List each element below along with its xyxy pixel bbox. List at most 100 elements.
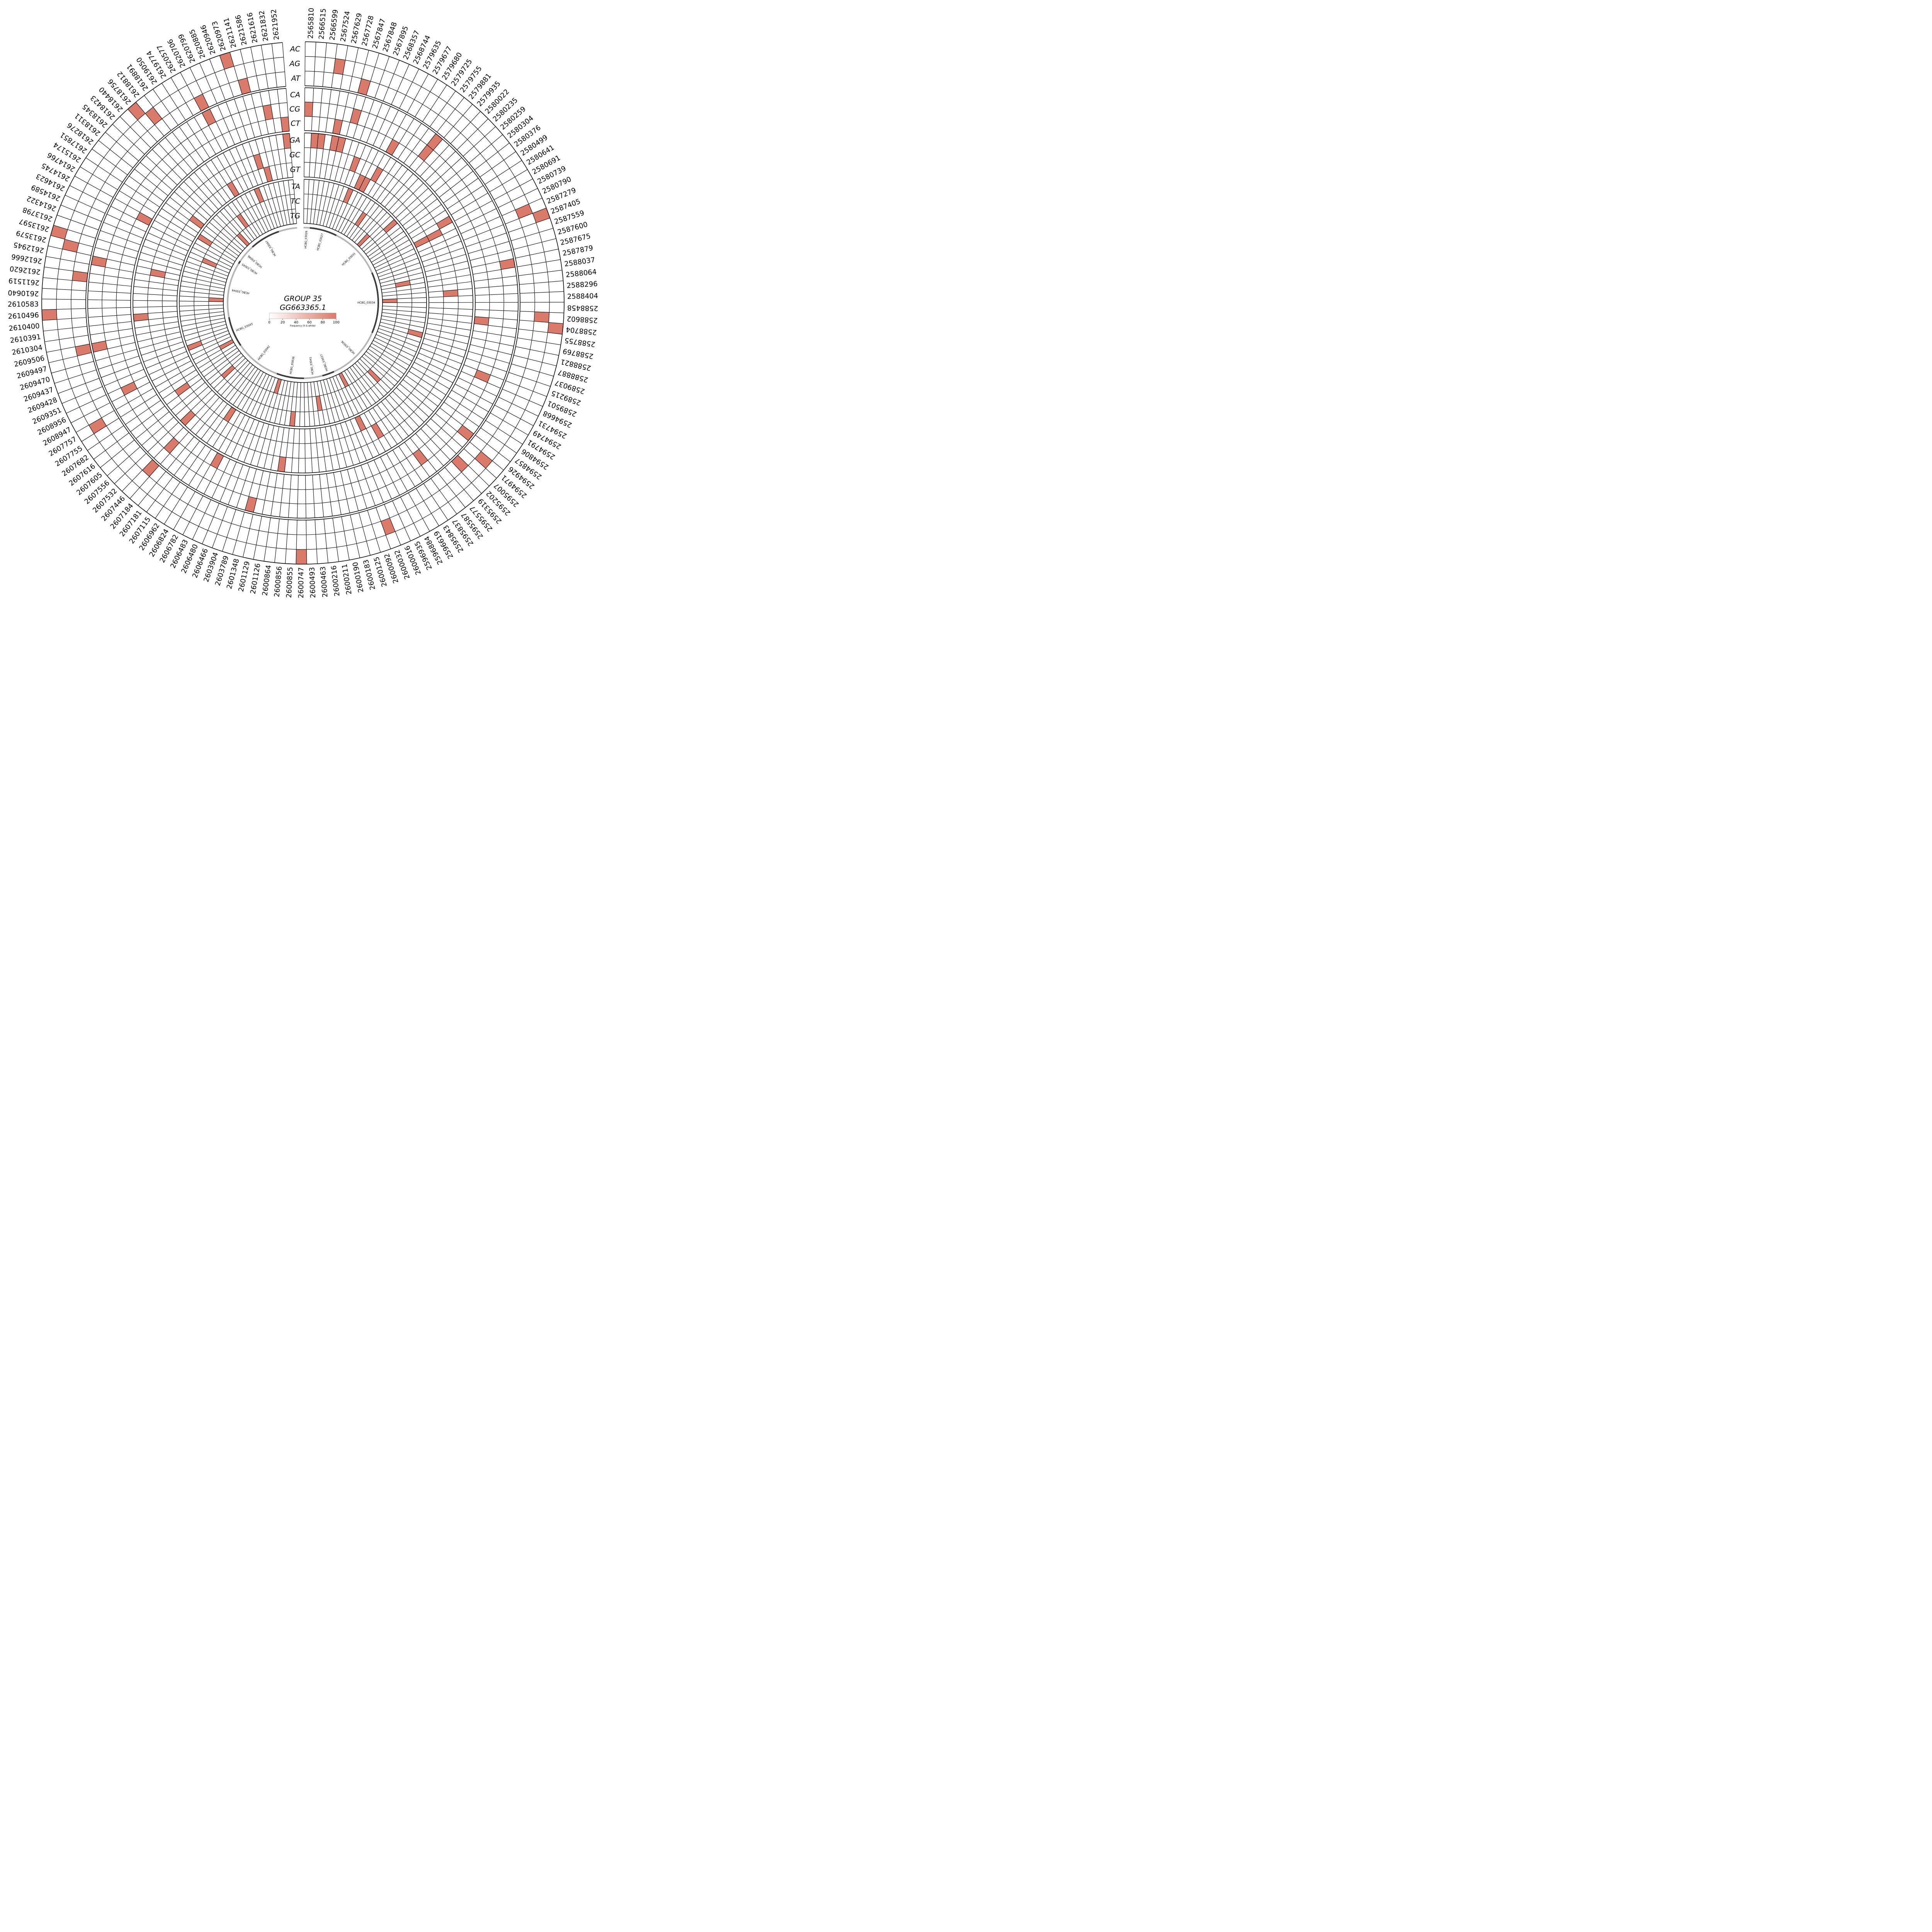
ring-arc <box>130 130 476 476</box>
colorbar-gradient <box>269 313 337 319</box>
position-label: 2621952 <box>270 9 281 41</box>
gene-label: HCBG_03047 <box>265 240 277 257</box>
heatmap-cell <box>443 289 458 297</box>
position-label: 2588037 <box>564 256 595 268</box>
heatmap-cell <box>42 309 57 321</box>
heatmap-cell <box>296 549 307 564</box>
gene-segment <box>310 227 337 236</box>
gene-segment <box>279 227 297 233</box>
heatmap-cell <box>413 449 428 466</box>
ring-arc <box>133 133 473 473</box>
gene-segment <box>240 246 253 262</box>
colorbar-caption: Frequency (0 is white) <box>290 325 315 327</box>
heatmap-cell <box>187 340 202 351</box>
position-label: 2588404 <box>567 292 599 301</box>
heatmap-cell <box>121 382 137 395</box>
heatmap-cell <box>277 456 286 472</box>
position-label: 2612666 <box>11 252 43 265</box>
gene-label: HCBG_03036 <box>340 340 355 355</box>
colorbar-ticks: 0 20 40 60 80 100 <box>268 319 340 325</box>
colorbar-tick-label: 0 <box>268 321 270 325</box>
ring-arc <box>208 208 398 398</box>
ring-spokes <box>88 88 519 518</box>
ring-arc <box>194 194 412 412</box>
position-label: 2588458 <box>567 304 599 312</box>
ring-arc <box>85 85 520 520</box>
gene-segment <box>371 272 379 333</box>
heatmap-cell <box>75 344 92 356</box>
gene-label: HCBG_03045 <box>241 263 258 275</box>
colorbar-tick-label: 40 <box>294 321 298 325</box>
row-label: AG <box>289 60 300 68</box>
row-labels: AC AG AT CA CG CT GA GC GT TA TC TG <box>289 45 301 220</box>
position-label: 2600747 <box>297 567 305 598</box>
heatmap-cell <box>194 94 209 111</box>
heatmap-cell <box>253 154 264 170</box>
ring-spokes <box>42 42 565 564</box>
heatmap-cell <box>332 119 343 135</box>
heatmap-cell <box>142 459 159 477</box>
position-label: 2610496 <box>8 311 39 321</box>
gene-segment <box>304 375 323 379</box>
gene-label: HCBG_03044 <box>231 289 250 295</box>
heatmap-cell <box>209 298 224 302</box>
heatmap-cell <box>145 107 162 125</box>
gene-segment <box>240 345 277 374</box>
heatmap-cell <box>474 451 493 469</box>
row-label: CT <box>291 119 301 128</box>
heatmap-cell <box>355 212 367 227</box>
heatmap-cell <box>338 372 349 388</box>
row-label: CG <box>289 105 300 114</box>
heatmap-cell <box>163 437 179 454</box>
heatmap-cell <box>175 382 190 396</box>
position-label: 2600211 <box>340 563 353 595</box>
heatmap-cell <box>72 271 88 282</box>
gene-segment <box>238 260 241 264</box>
heatmap-cell <box>221 365 235 379</box>
heatmap-cell <box>436 216 453 229</box>
heatmap-cell <box>382 299 397 303</box>
gene-label: HCBG_03031 <box>341 252 356 267</box>
heatmap-cell <box>418 145 434 161</box>
position-label: 2566599 <box>328 9 340 41</box>
heatmap-cell <box>354 174 366 190</box>
ring-arc <box>56 56 550 550</box>
ring-arc <box>179 179 427 427</box>
colorbar-tick-label: 80 <box>321 321 325 325</box>
gene-segment <box>227 263 240 318</box>
position-label: 2601126 <box>249 563 262 595</box>
heatmap-cell <box>128 102 145 120</box>
position-label: 2588755 <box>564 336 596 349</box>
position-label: 2600855 <box>285 567 294 598</box>
heatmap-cell <box>367 369 381 383</box>
ring-arc <box>71 71 535 535</box>
position-label: 2612620 <box>9 264 41 276</box>
heatmap-cell <box>548 322 563 335</box>
gene-segment <box>228 317 242 346</box>
heatmap-cell <box>238 78 251 95</box>
circular-heatmap: 2565810 2566515 25665992567524256762925677… <box>8 8 599 598</box>
position-label: 2588602 <box>566 315 598 325</box>
heatmap-cell <box>289 411 296 427</box>
row-label: GT <box>290 165 301 174</box>
row-label: GA <box>289 136 300 145</box>
row-label: GC <box>289 151 301 159</box>
heatmap-cell <box>245 496 257 513</box>
heatmap-cell <box>534 311 549 323</box>
heatmap-cell <box>336 137 346 153</box>
heatmap-cell <box>427 229 443 242</box>
heatmap-cell <box>413 236 430 248</box>
gene-segment <box>252 231 279 248</box>
heatmap-cell <box>223 406 236 422</box>
heatmap-cell <box>189 215 204 229</box>
ring-arc <box>87 87 519 519</box>
row-label: TA <box>291 182 300 191</box>
position-label: 2610391 <box>10 333 41 345</box>
heatmap-cell <box>237 233 250 246</box>
position-label: 2621832 <box>258 10 270 42</box>
heatmap-cell <box>451 455 468 472</box>
heatmap-cell <box>407 329 423 338</box>
heatmap-cell <box>133 313 149 321</box>
position-label: 2600493 <box>308 567 317 598</box>
gene-segment <box>336 235 373 273</box>
